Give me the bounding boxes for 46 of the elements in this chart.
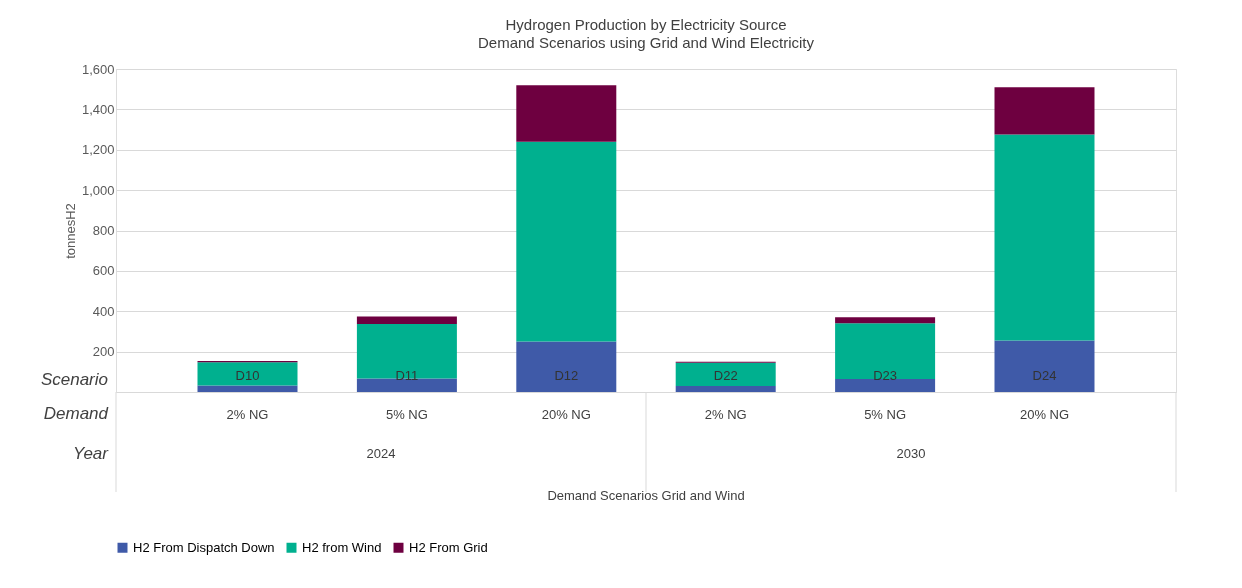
bar [516,141,617,342]
y-axis-title: tonnesH2 [62,203,78,259]
bar [994,340,1095,392]
y-tick-label: 400 [92,303,115,319]
text: 2030 [896,446,926,461]
bar [197,385,298,392]
bar [994,134,1095,341]
bar [356,323,457,379]
text: Scenario [40,370,108,389]
x-tick-label: 2% NG [704,406,747,422]
bar [356,378,457,392]
bar [516,341,617,392]
text: Year [73,444,110,463]
annotation: D22 [713,368,738,383]
y-tick-label: 800 [92,223,115,238]
bar [835,323,936,379]
annotation: D10 [235,368,260,383]
y-tick-label: 200 [92,344,115,360]
legend-label: H2 From Grid [409,539,488,555]
legend-label: H2 from Wind [302,539,382,555]
y-tick-label: 1,400 [81,101,115,117]
bar [516,85,617,142]
x-tick-label: 2% NG [226,406,269,422]
annotation: D12 [554,368,579,383]
bar [356,316,457,324]
bar [835,317,936,324]
bar [835,378,936,392]
y-tick-label: 1,000 [81,182,115,198]
bar [675,385,776,392]
legend-label: H2 From Dispatch Down [133,539,275,555]
text: Demand Scenarios Grid and Wind [547,488,745,503]
y-tick-label: 1,200 [81,142,115,158]
x-tick-label: 5% NG [864,406,907,422]
bar [197,362,298,386]
chart-subtitle: Demand Scenarios using Grid and Wind Electricity [478,34,815,51]
annotation: D24 [1032,368,1057,383]
text: Demand [43,404,109,423]
x-tick-label: 5% NG [385,406,428,422]
text: 2024 [366,446,396,461]
y-tick-label: 600 [92,263,115,279]
bar [994,87,1095,135]
bar [675,362,776,386]
y-tick-label: 1,600 [81,61,115,77]
x-tick-label: 20% NG [1019,406,1070,422]
x-tick-label: 20% NG [541,406,591,422]
chart-title: Hydrogen Production by Electricity Source [505,16,787,33]
